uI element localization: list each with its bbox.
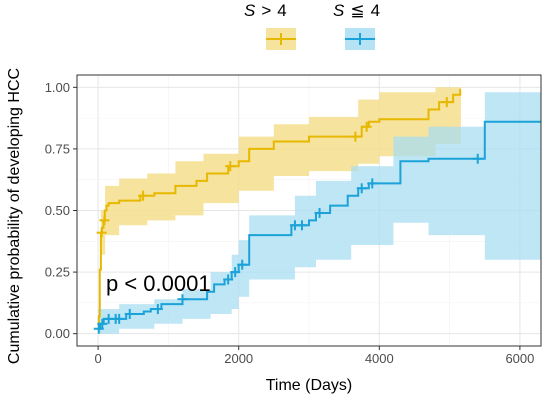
survival-curves bbox=[97, 88, 541, 330]
y-tick-label: 1.00 bbox=[45, 80, 70, 95]
censor-mark bbox=[97, 318, 108, 329]
x-tick-label: 4000 bbox=[365, 351, 394, 366]
censor-mark bbox=[124, 308, 135, 319]
censor-mark bbox=[356, 183, 367, 194]
legend-key-low bbox=[345, 28, 375, 50]
x-tick-label: 0 bbox=[94, 351, 101, 366]
censor-mark bbox=[96, 227, 107, 238]
legend-label-high: S >4 bbox=[244, 1, 287, 20]
censor-mark bbox=[114, 313, 125, 324]
censor-mark bbox=[296, 220, 307, 231]
ci-band-high bbox=[98, 87, 461, 334]
legend: S >4 S ≦ 4 bbox=[244, 1, 380, 50]
y-axis-title: Cumulative probability of developing HCC bbox=[6, 68, 23, 364]
censor-mark bbox=[441, 97, 452, 108]
censor-mark bbox=[350, 131, 361, 142]
censor-mark bbox=[361, 121, 372, 132]
censor-mark bbox=[314, 207, 325, 218]
y-axis-ticks: 0.00 0.25 0.50 0.75 1.00 bbox=[45, 80, 77, 341]
p-value-annotation: p < 0.0001 bbox=[106, 271, 211, 296]
censor-mark bbox=[230, 267, 241, 278]
censor-mark bbox=[237, 259, 248, 270]
censor-mark bbox=[223, 274, 234, 285]
curve-low bbox=[98, 120, 541, 330]
legend-key-high bbox=[266, 28, 296, 50]
x-axis-ticks: 0 2000 4000 6000 bbox=[94, 346, 534, 366]
censor-marks bbox=[93, 97, 483, 334]
x-tick-label: 6000 bbox=[505, 351, 534, 366]
y-tick-label: 0.50 bbox=[45, 203, 70, 218]
y-tick-label: 0.75 bbox=[45, 141, 70, 156]
curve-high bbox=[97, 88, 462, 330]
censor-mark bbox=[99, 215, 110, 226]
y-tick-label: 0.25 bbox=[45, 265, 70, 280]
x-tick-label: 2000 bbox=[224, 351, 253, 366]
x-axis-title: Time (Days) bbox=[266, 377, 353, 394]
censor-mark bbox=[152, 304, 163, 315]
censor-mark bbox=[367, 178, 378, 189]
censor-mark bbox=[472, 153, 483, 164]
censor-mark bbox=[177, 294, 188, 305]
y-tick-label: 0.00 bbox=[45, 326, 70, 341]
censor-mark bbox=[225, 161, 236, 172]
censor-mark bbox=[138, 190, 149, 201]
legend-label-low: S ≦ 4 bbox=[333, 1, 380, 20]
